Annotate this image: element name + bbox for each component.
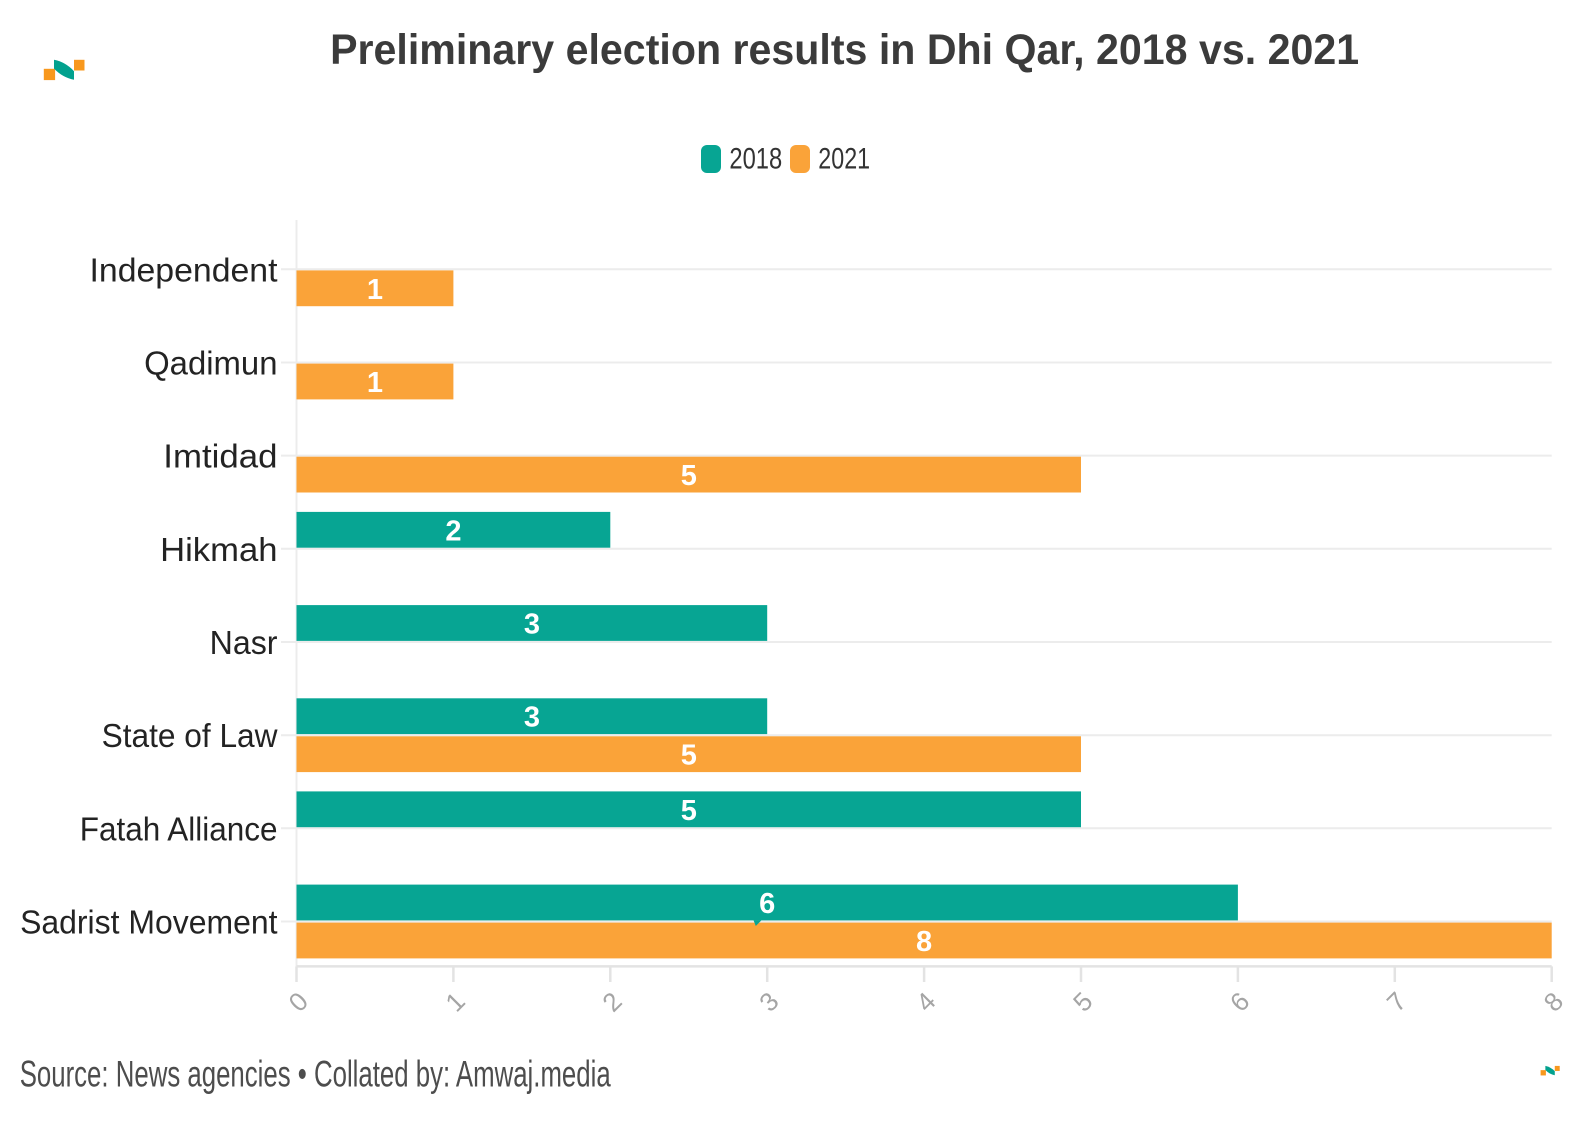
svg-text:Sadrist Movement: Sadrist Movement	[20, 904, 277, 941]
svg-text:Source: News agencies • Collat: Source: News agencies • Collated by: Amw…	[20, 1054, 611, 1095]
svg-text:2021: 2021	[818, 143, 870, 176]
svg-text:Hikmah: Hikmah	[160, 531, 277, 568]
svg-text:5: 5	[681, 740, 697, 772]
svg-text:3: 3	[524, 702, 540, 734]
svg-text:State of Law: State of Law	[102, 717, 278, 754]
svg-text:Nasr: Nasr	[210, 624, 278, 661]
svg-text:Fatah Alliance: Fatah Alliance	[80, 810, 278, 847]
svg-text:Qadimun: Qadimun	[144, 345, 277, 382]
svg-text:Preliminary election results i: Preliminary election results in Dhi Qar,…	[330, 26, 1359, 74]
svg-text:2: 2	[445, 515, 461, 547]
svg-text:8: 8	[916, 926, 932, 958]
svg-text:2018: 2018	[729, 143, 782, 176]
svg-text:6: 6	[759, 888, 775, 920]
svg-text:3: 3	[524, 609, 540, 641]
svg-text:Independent: Independent	[90, 251, 278, 288]
svg-text:1: 1	[367, 367, 383, 399]
svg-text:5: 5	[681, 460, 697, 492]
svg-text:Imtidad: Imtidad	[163, 438, 277, 475]
svg-text:5: 5	[681, 795, 697, 827]
svg-text:1: 1	[367, 274, 383, 306]
